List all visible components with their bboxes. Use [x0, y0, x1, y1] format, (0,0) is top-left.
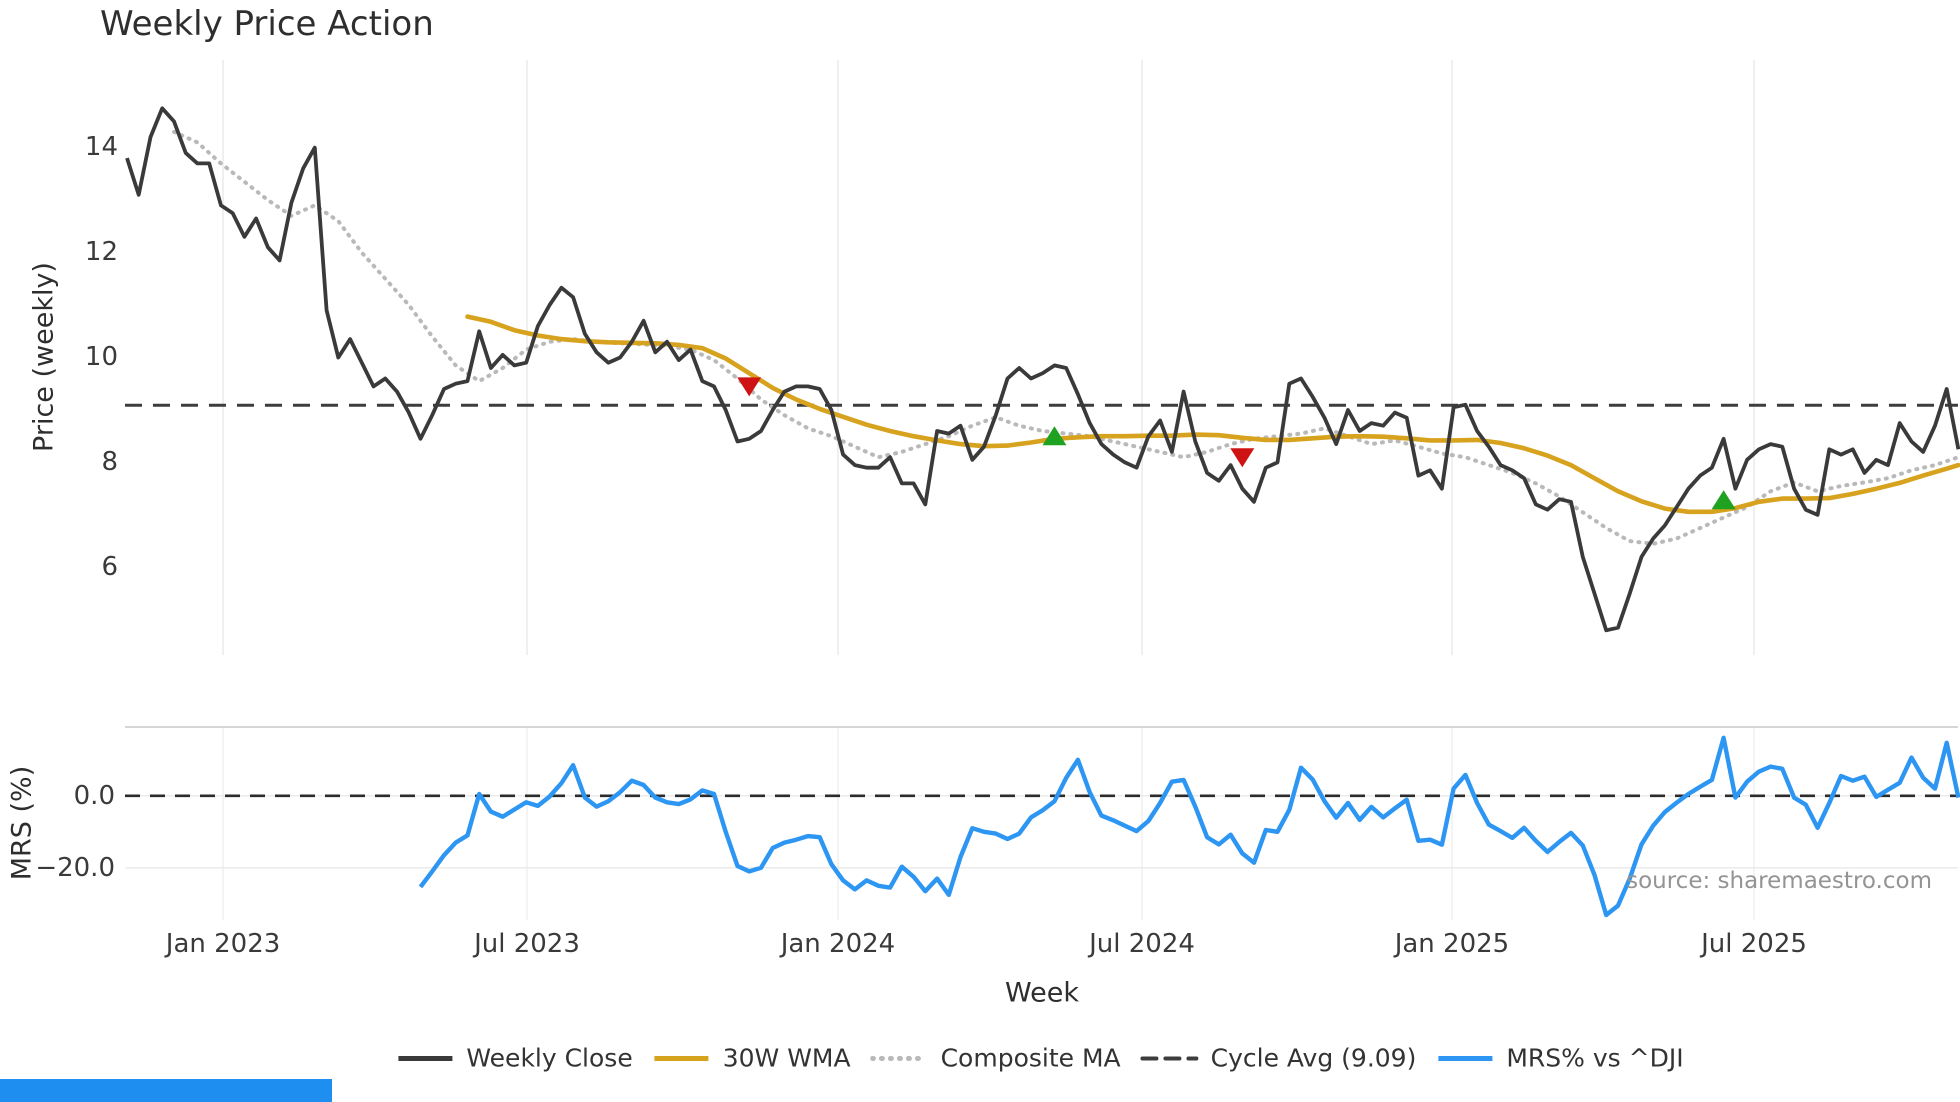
legend-item-mrs[interactable]: MRS% vs ^DJI	[1436, 1043, 1684, 1073]
cycle-avg-dashed-swatch-icon	[1140, 1056, 1199, 1060]
composite-ma-dotted-swatch-icon	[870, 1055, 929, 1061]
wma-line-swatch-icon	[654, 1055, 709, 1061]
price-ytick-10: 10	[84, 342, 118, 372]
price-ytick-8: 8	[101, 447, 118, 477]
sell-signal-icon	[1230, 448, 1255, 468]
source-note: source: sharemaestro.com	[1626, 868, 1932, 894]
legend-label: Cycle Avg (9.09)	[1210, 1043, 1417, 1073]
price-axis-label: Price (weekly)	[28, 262, 60, 452]
x-axis-label: Week	[1005, 977, 1079, 1009]
mrs-axis-label: MRS (%)	[6, 765, 38, 881]
legend-item-30w-wma[interactable]: 30W WMA	[653, 1044, 851, 1073]
legend-label: Weekly Close	[466, 1043, 633, 1073]
legend-item-cycle-avg[interactable]: Cycle Avg (9.09)	[1140, 1043, 1417, 1073]
xtick-jul-2024: Jul 2024	[1089, 929, 1195, 959]
price-ytick-12: 12	[84, 237, 118, 267]
mrs-line-swatch-icon	[1438, 1055, 1493, 1061]
xtick-jan-2025: Jan 2025	[1394, 929, 1510, 959]
legend-item-composite-ma[interactable]: Composite MA	[870, 1043, 1121, 1073]
mrs-ytick-0: 0.0	[73, 781, 115, 811]
bottom-progress-bar	[0, 1079, 332, 1102]
xtick-jan-2023: Jan 2023	[165, 929, 281, 959]
legend-label: MRS% vs ^DJI	[1506, 1043, 1684, 1073]
xtick-jul-2025: Jul 2025	[1701, 929, 1807, 959]
sell-signal-icon	[737, 377, 762, 397]
legend-item-weekly-close[interactable]: Weekly Close	[396, 1043, 633, 1073]
buy-signal-icon	[1042, 426, 1067, 446]
chart-title: Weekly Price Action	[100, 4, 434, 44]
legend-label: Composite MA	[940, 1043, 1121, 1073]
chart-legend: Weekly Close 30W WMA Composite MA Cycle …	[396, 1043, 1684, 1073]
xtick-jul-2023: Jul 2023	[474, 929, 580, 959]
mrs-ytick-neg20: −20.0	[35, 853, 115, 883]
buy-signal-icon	[1711, 490, 1736, 510]
legend-label: 30W WMA	[722, 1043, 851, 1073]
xtick-jan-2024: Jan 2024	[780, 929, 896, 959]
weekly-close-line-swatch-icon	[398, 1055, 453, 1061]
price-ytick-6: 6	[101, 552, 118, 582]
price-ytick-14: 14	[84, 132, 118, 162]
